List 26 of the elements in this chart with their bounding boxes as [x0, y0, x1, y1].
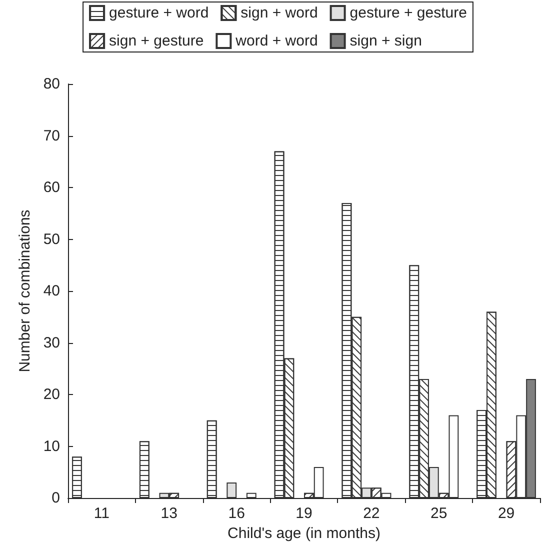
y-tick-label: 50: [43, 230, 60, 248]
legend-label: gesture + word: [109, 4, 209, 22]
x-tick-label: 19: [296, 505, 312, 522]
y-axis-title: Number of combinations: [16, 210, 34, 372]
legend-label: word + word: [234, 32, 318, 50]
bar: [226, 482, 237, 498]
x-tick-label: 25: [430, 505, 448, 522]
x-tick-label: 16: [228, 505, 245, 522]
legend-label: gesture + gesture: [350, 4, 467, 22]
x-tick-label: 29: [498, 505, 515, 522]
x-axis-title: Child's age (in months): [228, 525, 380, 542]
legend-label: sign + gesture: [109, 32, 204, 50]
y-tick-label: 10: [43, 438, 60, 455]
bar: [246, 492, 256, 498]
y-tick-label: 40: [43, 282, 60, 300]
legend-label: sign + word: [240, 4, 318, 22]
y-tick-label: 60: [43, 179, 60, 196]
y-tick-label: 0: [52, 490, 60, 506]
x-tick-label: 11: [94, 505, 110, 522]
legend-label: sign + sign: [350, 32, 422, 50]
y-tick-label: 20: [43, 386, 60, 403]
y-tick-label: 80: [43, 76, 60, 92]
x-tick-label: 22: [363, 505, 380, 522]
y-tick-label: 30: [43, 334, 60, 352]
x-tick-label: 13: [160, 505, 178, 522]
y-tick-label: 70: [43, 127, 60, 144]
